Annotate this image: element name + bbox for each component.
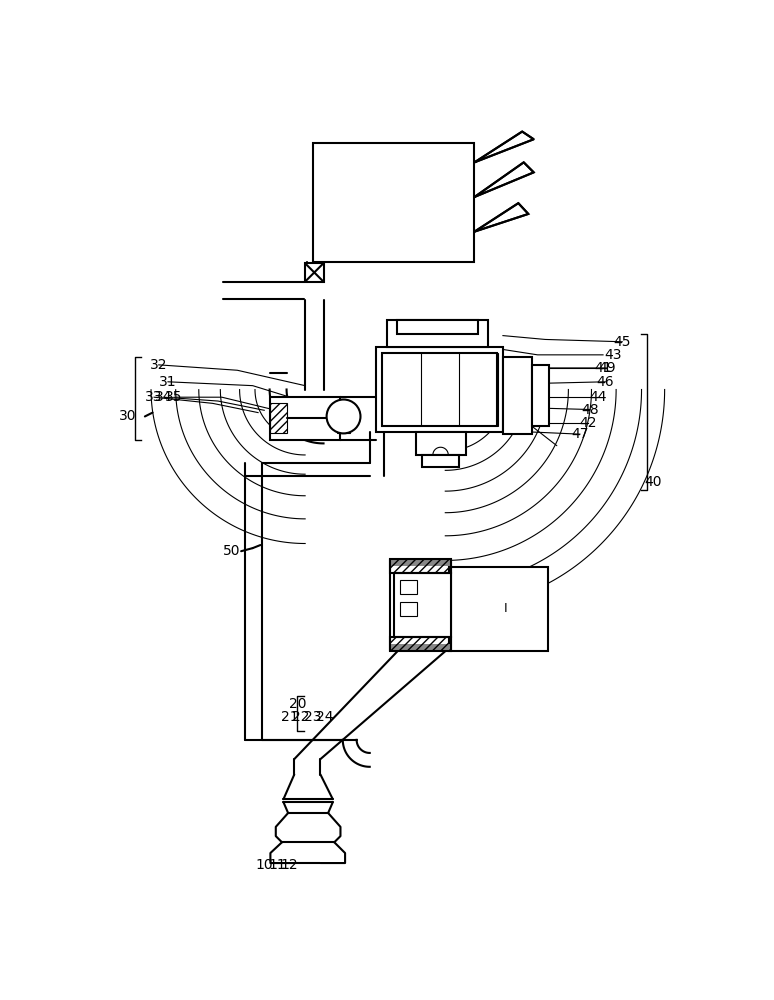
Text: 50: 50: [223, 544, 241, 558]
Polygon shape: [474, 203, 529, 232]
Text: 42: 42: [579, 416, 597, 430]
Text: 40: 40: [644, 475, 662, 489]
Text: 23: 23: [304, 710, 321, 724]
Polygon shape: [474, 162, 534, 197]
Bar: [399, 602, 416, 616]
Text: I: I: [504, 602, 508, 615]
Bar: [390, 559, 451, 573]
Text: 10: 10: [255, 858, 273, 872]
Bar: [305, 263, 324, 282]
Text: 12: 12: [281, 858, 299, 872]
Text: 46: 46: [597, 375, 614, 389]
Text: 47: 47: [571, 427, 589, 441]
Text: 24: 24: [316, 710, 333, 724]
Text: 48: 48: [581, 403, 599, 417]
Bar: [388, 320, 488, 347]
Text: 34: 34: [156, 390, 173, 404]
Bar: [533, 365, 549, 426]
Bar: [422, 455, 459, 466]
Text: 35: 35: [166, 390, 183, 404]
Bar: [269, 397, 341, 440]
Text: 41: 41: [594, 361, 612, 375]
Bar: [269, 403, 286, 433]
Text: 44: 44: [589, 390, 606, 404]
Text: 31: 31: [159, 375, 176, 389]
Text: 20: 20: [289, 697, 306, 711]
Bar: [382, 353, 497, 426]
Text: 43: 43: [604, 348, 622, 362]
Text: 11: 11: [269, 858, 286, 872]
Bar: [390, 644, 451, 651]
Bar: [399, 580, 416, 594]
Bar: [394, 573, 451, 637]
Bar: [503, 357, 533, 434]
Text: 30: 30: [119, 409, 137, 423]
Bar: [390, 637, 451, 651]
Bar: [390, 559, 451, 566]
Bar: [376, 347, 503, 432]
Bar: [337, 420, 350, 433]
Bar: [397, 320, 478, 334]
Bar: [416, 432, 466, 455]
Bar: [313, 143, 474, 262]
Polygon shape: [474, 132, 534, 162]
Text: 45: 45: [614, 335, 631, 349]
Circle shape: [327, 400, 361, 433]
Bar: [449, 567, 547, 651]
Text: 32: 32: [150, 358, 167, 372]
Text: 21: 21: [281, 710, 299, 724]
Text: 33: 33: [146, 390, 163, 404]
Text: 22: 22: [293, 710, 310, 724]
Text: 49: 49: [598, 361, 615, 375]
